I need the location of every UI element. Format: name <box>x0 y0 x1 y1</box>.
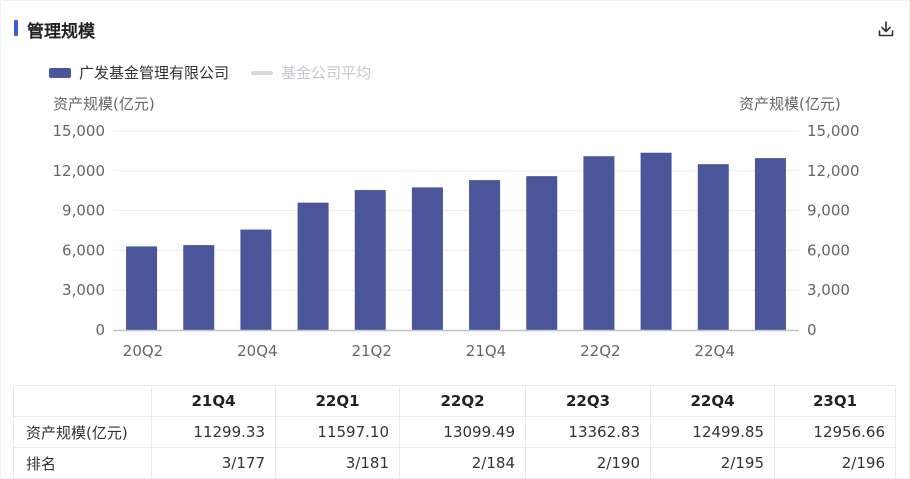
y-tick-label-left: 0 <box>95 321 105 339</box>
y-tick-label-right: 3,000 <box>807 281 850 299</box>
bar-22Q1 <box>526 176 558 330</box>
table-row: 资产规模(亿元) 11299.33 11597.10 13099.49 1336… <box>13 416 896 448</box>
bar-21Q1 <box>297 202 329 330</box>
download-icon[interactable] <box>876 19 896 39</box>
table-col-header: 22Q2 <box>399 385 526 417</box>
table-col-header: 22Q4 <box>650 385 775 417</box>
title-accent-bar <box>14 20 18 36</box>
table-cell: 2/196 <box>774 447 896 479</box>
bar-20Q2 <box>126 246 158 330</box>
panel-title: 管理规模 <box>27 22 95 42</box>
table-cell: 3/181 <box>275 447 400 479</box>
y-tick-label-left: 9,000 <box>62 202 105 220</box>
table-row-label: 资产规模(亿元) <box>13 416 152 448</box>
y-tick-label-right: 9,000 <box>807 202 850 220</box>
bar-22Q4 <box>697 164 729 330</box>
table-row: 排名 3/177 3/181 2/184 2/190 2/195 2/196 <box>13 447 896 479</box>
legend-item-average[interactable]: 基金公司平均 <box>251 62 371 83</box>
x-tick-label: 21Q4 <box>466 342 506 360</box>
y-tick-label-right: 12,000 <box>807 162 860 180</box>
y-tick-label-left: 3,000 <box>62 281 105 299</box>
table-row-label: 排名 <box>13 447 152 479</box>
chart-legend: 广发基金管理有限公司 基金公司平均 <box>49 62 393 83</box>
table-cell: 12956.66 <box>774 416 896 448</box>
x-tick-label: 22Q2 <box>580 342 620 360</box>
left-axis-title: 资产规模(亿元) <box>53 95 155 113</box>
table-cell: 2/184 <box>399 447 526 479</box>
bar-22Q3 <box>640 152 672 330</box>
bar-20Q4 <box>240 229 272 330</box>
bar-21Q3 <box>411 187 443 330</box>
table-header-row: 21Q4 22Q1 22Q2 22Q3 22Q4 23Q1 <box>13 385 896 417</box>
table-cell: 2/195 <box>650 447 775 479</box>
y-tick-label-left: 12,000 <box>53 162 106 180</box>
scale-ranking-table: 21Q4 22Q1 22Q2 22Q3 22Q4 23Q1 资产规模(亿元) 1… <box>13 385 896 479</box>
legend-label-company: 广发基金管理有限公司 <box>79 64 230 82</box>
y-tick-label-left: 15,000 <box>53 122 106 140</box>
table-cell: 11299.33 <box>151 416 276 448</box>
y-tick-label-right: 15,000 <box>807 122 860 140</box>
bar-20Q3 <box>183 245 215 330</box>
legend-item-company[interactable]: 广发基金管理有限公司 <box>49 62 229 83</box>
table-col-header: 22Q3 <box>525 385 651 417</box>
x-tick-label: 22Q4 <box>694 342 734 360</box>
table-cell: 3/177 <box>151 447 276 479</box>
table-cell: 13362.83 <box>525 416 651 448</box>
x-tick-label: 21Q2 <box>351 342 391 360</box>
table-cell: 13099.49 <box>399 416 526 448</box>
bar-chart: 0 0 3,000 3,000 6,000 6,000 9,000 9,000 12,000 12… <box>53 122 860 360</box>
bar-21Q4 <box>469 180 501 330</box>
table-col-header: 21Q4 <box>151 385 276 417</box>
bar-23Q1 <box>754 158 786 330</box>
legend-label-average: 基金公司平均 <box>281 64 372 82</box>
table-cell: 11597.10 <box>275 416 400 448</box>
table-cell: 2/190 <box>525 447 651 479</box>
table-corner-cell <box>13 385 152 417</box>
y-tick-label-right: 0 <box>807 321 817 339</box>
right-axis-title: 资产规模(亿元) <box>739 95 841 113</box>
table-col-header: 22Q1 <box>275 385 400 417</box>
table-cell: 12499.85 <box>650 416 775 448</box>
y-tick-label-left: 6,000 <box>62 241 105 259</box>
x-tick-label: 20Q4 <box>237 342 277 360</box>
bar-21Q2 <box>354 190 386 330</box>
y-tick-label-right: 6,000 <box>807 241 850 259</box>
legend-swatch-line <box>251 70 274 75</box>
bar-22Q2 <box>583 156 615 330</box>
table-col-header: 23Q1 <box>774 385 896 417</box>
legend-swatch-bar <box>49 67 71 78</box>
x-tick-label: 20Q2 <box>123 342 163 360</box>
